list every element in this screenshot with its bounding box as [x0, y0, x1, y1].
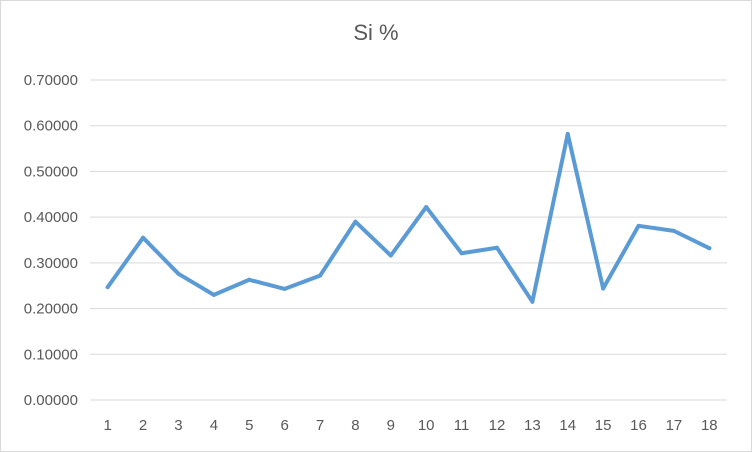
y-tick-label: 0.70000: [24, 72, 78, 89]
x-tick-label: 2: [139, 417, 147, 434]
data-point: [282, 286, 287, 291]
x-tick-label: 14: [559, 417, 576, 434]
y-tick-label: 0.10000: [24, 346, 78, 363]
x-tick-label: 18: [701, 417, 718, 434]
x-tick-label: 4: [210, 417, 218, 434]
data-point: [671, 228, 676, 233]
y-tick-label: 0.40000: [24, 209, 78, 226]
data-point: [459, 251, 464, 256]
chart-title: Si %: [353, 20, 399, 45]
x-tick-label: 8: [351, 417, 359, 434]
series-line: [105, 131, 712, 304]
data-point: [247, 277, 252, 282]
x-tick-label: 6: [280, 417, 288, 434]
y-tick-label: 0.00000: [24, 392, 78, 409]
x-tick-label: 5: [245, 417, 253, 434]
data-point: [353, 219, 358, 224]
data-point: [707, 246, 712, 251]
y-axis-ticks: 0.00000 0.10000 0.20000 0.30000 0.40000 0.500…: [24, 72, 78, 409]
gridlines: [90, 79, 727, 401]
series-layer: [105, 131, 712, 304]
x-tick-label: 11: [454, 417, 470, 434]
x-tick-label: 17: [666, 417, 683, 434]
y-tick-label: 0.60000: [24, 118, 78, 135]
data-point: [318, 273, 323, 278]
y-tick-label: 0.30000: [24, 255, 78, 272]
x-tick-label: 9: [387, 417, 395, 434]
data-point: [388, 253, 393, 258]
x-tick-label: 13: [524, 417, 541, 434]
x-tick-label: 12: [489, 417, 506, 434]
data-point: [424, 205, 429, 210]
data-point: [176, 271, 181, 276]
data-point: [601, 286, 606, 291]
x-tick-label: 3: [174, 417, 182, 434]
x-tick-label: 1: [104, 417, 112, 434]
x-tick-label: 7: [316, 417, 324, 434]
y-tick-label: 0.20000: [24, 301, 78, 318]
y-tick-label: 0.50000: [24, 163, 78, 180]
data-point: [636, 223, 641, 228]
x-tick-label: 15: [595, 417, 612, 434]
data-point: [211, 292, 216, 297]
data-point: [141, 235, 146, 240]
x-axis-ticks: 1 2 3 4 5 6 7 8 9 10 11 12 13 14 15 16 17 18: [104, 417, 718, 434]
data-point: [105, 285, 110, 290]
x-tick-label: 16: [630, 417, 647, 434]
data-point: [565, 131, 570, 136]
x-tick-label: 10: [418, 417, 435, 434]
data-point: [494, 245, 499, 250]
data-point: [530, 299, 535, 304]
